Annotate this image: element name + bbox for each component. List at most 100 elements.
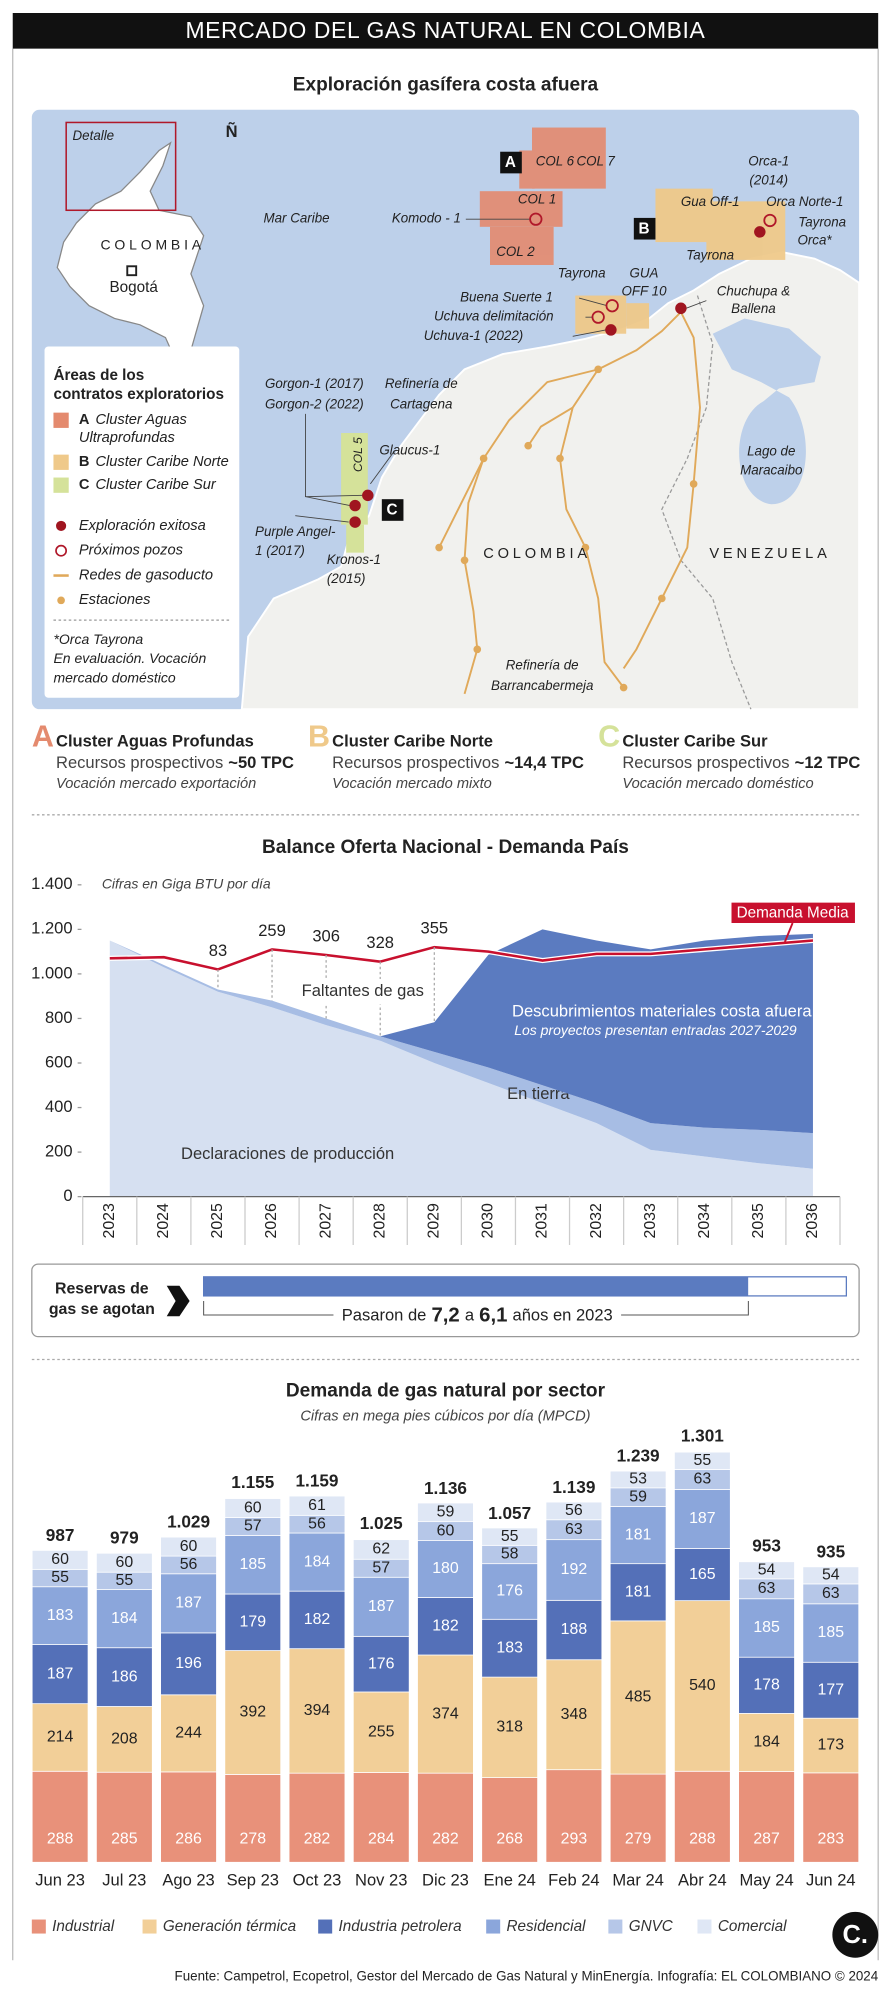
- line-label-box: [731, 902, 855, 923]
- bar-segment: [609, 1563, 667, 1622]
- legend-swatch: [53, 412, 69, 428]
- x-tick-label: Ene 24: [483, 1871, 535, 1890]
- map-label: Barrancabermeja: [491, 678, 593, 693]
- total-label: 1.139: [552, 1477, 595, 1497]
- leader: [685, 300, 707, 309]
- map-label: B: [638, 220, 649, 237]
- successful-well: [754, 226, 766, 238]
- segment-label: 56: [180, 1556, 198, 1573]
- map-label: Buena Suerte 1: [460, 290, 553, 305]
- stations: [435, 365, 698, 692]
- station: [594, 365, 602, 374]
- block: [655, 188, 713, 243]
- segment-label: 286: [175, 1831, 202, 1848]
- map-label: Chuchupa &: [717, 283, 791, 298]
- segment-label: 485: [625, 1689, 652, 1706]
- legend-note: *Orca Tayrona: [53, 631, 143, 647]
- legend-swatch: [486, 1919, 501, 1934]
- segment-label: 165: [689, 1566, 716, 1583]
- x-tick-label: 2036: [804, 1203, 821, 1239]
- segment-label: 184: [304, 1553, 331, 1570]
- shortfall-label: 259: [258, 921, 286, 940]
- segment-label: 182: [432, 1617, 459, 1634]
- total-label: 1.239: [617, 1445, 660, 1465]
- legend-letter: B: [79, 454, 90, 470]
- bar-segment: [609, 1506, 667, 1565]
- pipeline: [438, 368, 599, 548]
- map-label: Glaucus-1: [379, 442, 440, 457]
- segment-label: 187: [175, 1595, 202, 1612]
- segment-label: 244: [175, 1725, 202, 1742]
- segment-label: 180: [432, 1560, 459, 1577]
- legend-label: GNVC: [629, 1918, 674, 1935]
- segment-label: 177: [818, 1681, 845, 1698]
- segment-label: 58: [501, 1546, 519, 1563]
- lake: [712, 318, 821, 505]
- reserves-label: Reservas de: [55, 1281, 149, 1298]
- total-label: 1.057: [488, 1503, 531, 1523]
- map-label: Refinería de: [385, 376, 458, 391]
- total-label: 1.025: [360, 1513, 403, 1533]
- border: [661, 295, 752, 710]
- segment-label: 394: [304, 1702, 331, 1719]
- bar-segment: [738, 1561, 795, 1580]
- resources-label: Recursos prospectivos: [332, 753, 499, 772]
- capital-marker: [126, 265, 138, 277]
- map-label: C: [386, 502, 397, 519]
- legend-label: Comercial: [718, 1918, 787, 1935]
- segment-label: 178: [753, 1677, 780, 1694]
- segment-label: 185: [818, 1624, 845, 1641]
- bar-segment: [160, 1632, 217, 1696]
- segment-label: 181: [625, 1526, 652, 1543]
- bar-segment: [481, 1563, 538, 1620]
- bar-segment: [224, 1498, 282, 1518]
- map-label: Komodo - 1: [392, 211, 461, 226]
- legend-letter: A: [79, 412, 90, 428]
- bar-segment: [352, 1772, 410, 1863]
- wells: [349, 212, 777, 528]
- cluster-name: Cluster Caribe Sur: [622, 732, 768, 751]
- resources-value: ~12 TPC: [795, 753, 861, 772]
- legend-label: Cluster Caribe Sur: [95, 477, 216, 493]
- resources-label: Recursos prospectivos: [622, 753, 789, 772]
- segment-label: 285: [111, 1831, 138, 1848]
- bar-segment: [31, 1770, 89, 1863]
- block: [626, 303, 650, 329]
- legend-marker: [57, 596, 65, 605]
- map-label: (2015): [327, 571, 366, 586]
- bar-segment: [96, 1589, 153, 1649]
- segment-label: 279: [625, 1831, 652, 1848]
- reserves-to: 6,1: [479, 1305, 507, 1327]
- x-tick-label: 2025: [209, 1203, 226, 1239]
- segment-label: 53: [629, 1471, 647, 1488]
- pipeline: [527, 406, 574, 447]
- cluster-b: [575, 188, 786, 334]
- x-tick-label: Mar 24: [612, 1871, 663, 1890]
- x-tick-label: 2029: [426, 1203, 443, 1239]
- bar-segment: [96, 1771, 153, 1863]
- bar-segment: [31, 1550, 89, 1570]
- station: [524, 441, 532, 450]
- legend-swatch: [31, 1919, 46, 1934]
- block: [519, 150, 535, 189]
- map-label: Orca Norte-1: [766, 194, 843, 209]
- segment-label: 55: [115, 1572, 133, 1589]
- segment-label: 60: [244, 1499, 262, 1516]
- legend-swatch: [53, 477, 69, 493]
- bar-segment: [160, 1573, 217, 1634]
- area: [109, 940, 813, 1197]
- bar-segment: [31, 1644, 89, 1705]
- segment-label: 184: [111, 1610, 138, 1627]
- inset-map: [56, 141, 205, 374]
- map-label: COL 1: [518, 192, 556, 207]
- station: [556, 454, 564, 463]
- y-tick-label: 400: [45, 1097, 73, 1116]
- segment-label: 54: [822, 1567, 840, 1584]
- segment-label: 184: [753, 1734, 780, 1751]
- leader: [305, 413, 363, 506]
- segment-label: 255: [368, 1723, 395, 1740]
- legend-title: contratos exploratorios: [53, 386, 224, 403]
- legend-label: Ultraprofundas: [79, 430, 176, 446]
- segment-label: 214: [47, 1729, 74, 1746]
- map-label: A: [505, 154, 516, 171]
